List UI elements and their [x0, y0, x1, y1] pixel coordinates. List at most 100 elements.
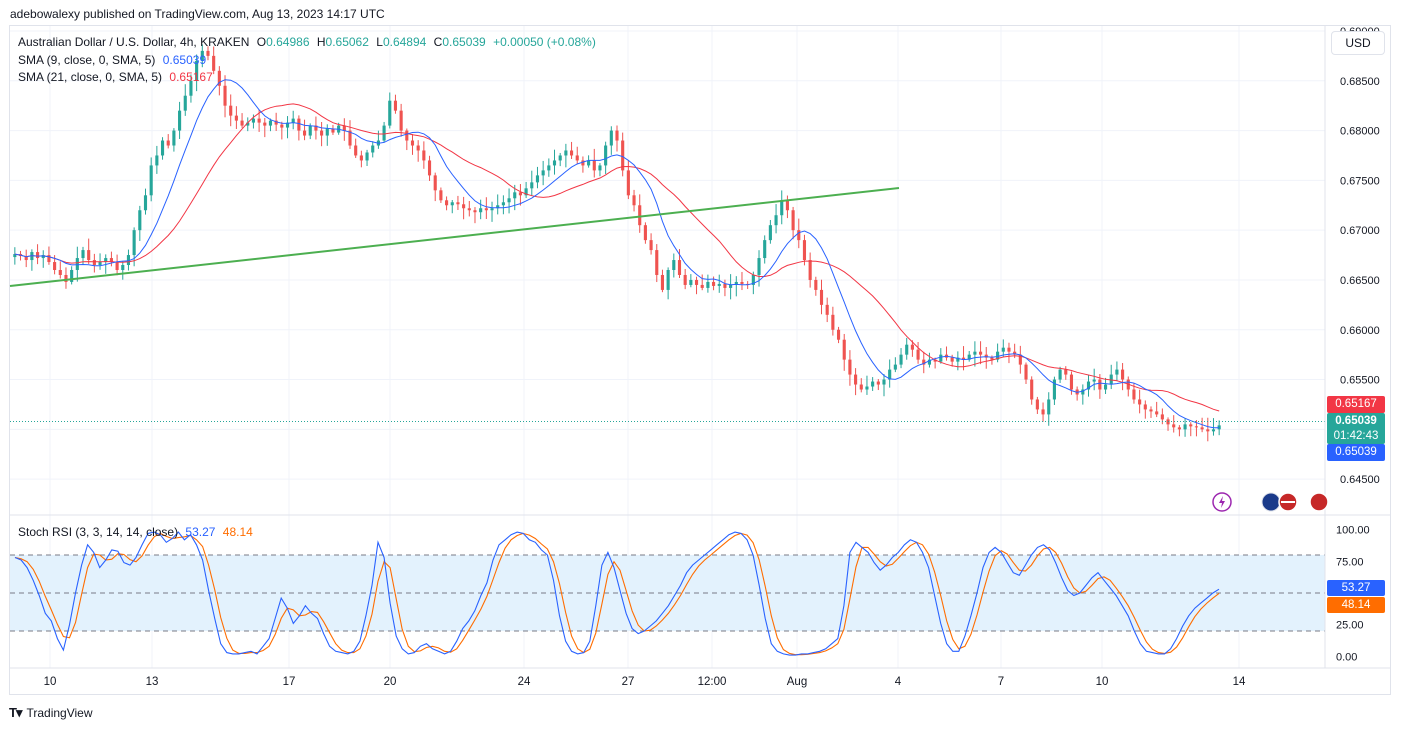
open-label: O	[256, 35, 267, 49]
candle-body	[473, 210, 477, 213]
candle-body	[382, 125, 386, 141]
candle-body	[819, 289, 824, 305]
candle-body	[848, 359, 852, 375]
candle-body	[581, 160, 585, 166]
candle-body	[1069, 374, 1074, 390]
candle-body	[712, 281, 716, 286]
sma21-legend[interactable]: SMA (21, close, 0, SMA, 5) 0.65167	[18, 70, 217, 84]
candle-body	[58, 270, 62, 275]
candle-body	[1052, 379, 1056, 400]
price-legend-row1: Australian Dollar / U.S. Dollar, 4h, KRA…	[18, 35, 600, 49]
trendline[interactable]	[9, 187, 900, 287]
candle-body	[513, 192, 517, 199]
price-tick-label: 0.67500	[1340, 175, 1380, 187]
candle-body	[13, 254, 17, 258]
close-price-value: 0.65039	[1335, 415, 1377, 427]
candle-body	[507, 198, 511, 203]
candle-body	[462, 204, 466, 209]
rsi-tick-label: 25.00	[1336, 620, 1364, 632]
candle-body	[1035, 399, 1039, 410]
candle-body	[621, 140, 625, 171]
candle-body	[1018, 354, 1022, 365]
australia-flag-icon[interactable]	[1261, 492, 1281, 512]
candle-body	[842, 339, 846, 360]
candle-body	[979, 351, 983, 355]
candle-body	[285, 122, 290, 128]
candle-body	[768, 225, 772, 241]
candle-body	[297, 118, 301, 131]
candle-body	[910, 344, 914, 350]
symbol-label[interactable]: Australian Dollar / U.S. Dollar, 4h, KRA…	[18, 35, 250, 49]
currency-button[interactable]: USD	[1331, 31, 1385, 55]
candle-body	[1115, 369, 1119, 375]
us-flag-icon-2[interactable]	[1309, 492, 1329, 512]
candle-body	[547, 165, 551, 171]
candle-body	[961, 357, 966, 360]
sma9-label: SMA (9, close, 0, SMA, 5)	[18, 53, 156, 67]
candlesticks	[13, 44, 1221, 442]
candle-body	[354, 145, 358, 156]
tradingview-logo-icon: T▾	[9, 705, 23, 720]
event-icons[interactable]	[1212, 492, 1329, 512]
time-axis[interactable]: 10 13 17 20 24 27 12:00 Aug 4 7 10 14	[44, 676, 1246, 688]
candle-body	[1200, 427, 1204, 430]
candle-body	[967, 354, 971, 360]
candle-body	[200, 50, 204, 61]
candle-body	[268, 120, 273, 126]
candle-body	[314, 125, 318, 131]
candle-body	[1103, 384, 1108, 390]
stoch-k-tag: 53.27	[1327, 580, 1385, 596]
candle-body	[189, 80, 193, 96]
candle-body	[450, 202, 454, 206]
candle-body	[178, 110, 182, 131]
candle-body	[160, 140, 165, 156]
rsi-tick-label: 0.00	[1336, 651, 1357, 663]
price-axis[interactable]: 0.645000.650000.655000.660000.665000.670…	[1340, 26, 1380, 486]
rsi-tick-label: 75.00	[1336, 556, 1364, 568]
candle-body	[87, 250, 91, 261]
candle-body	[552, 160, 557, 166]
candle-body	[1177, 427, 1181, 430]
candle-body	[342, 125, 346, 131]
candle-body	[1064, 369, 1068, 375]
candle-body	[64, 274, 68, 282]
candle-body	[706, 281, 710, 288]
candle-body	[365, 152, 369, 161]
candle-body	[195, 60, 199, 81]
candle-body	[791, 210, 795, 231]
candle-body	[24, 256, 28, 261]
candle-body	[263, 122, 267, 126]
price-tick-label: 0.67000	[1340, 225, 1380, 237]
candle-body	[121, 265, 125, 270]
footer-brand[interactable]: T▾ TradingView	[9, 705, 93, 721]
candle-body	[484, 208, 488, 211]
candle-body	[666, 270, 670, 290]
stoch-rsi-lines	[14, 531, 1220, 656]
candle-body	[876, 381, 880, 385]
candle-body	[871, 381, 875, 387]
candle-body	[996, 351, 1000, 360]
candle-body	[1206, 429, 1210, 432]
bar-countdown: 01:42:43	[1333, 430, 1379, 442]
candle-body	[564, 150, 568, 156]
candle-body	[836, 329, 841, 340]
stoch-rsi-legend[interactable]: Stoch RSI (3, 3, 14, 14, close) 53.27 48…	[18, 525, 257, 539]
sma9-legend[interactable]: SMA (9, close, 0, SMA, 5) 0.65039	[18, 53, 210, 67]
time-tick-label: 20	[384, 676, 397, 688]
candle-body	[859, 384, 863, 390]
candle-body	[234, 115, 238, 121]
candle-body	[865, 386, 869, 390]
candle-body	[53, 262, 57, 270]
price-tick-label: 0.68000	[1340, 126, 1380, 138]
candle-body	[626, 170, 630, 196]
change-value: +0.00050 (+0.08%)	[493, 35, 596, 49]
candle-body	[774, 215, 778, 226]
sma21-label: SMA (21, close, 0, SMA, 5)	[18, 70, 163, 84]
candle-body	[1132, 389, 1136, 400]
candle-body	[740, 281, 744, 284]
candle-body	[729, 284, 733, 288]
rsi-axis[interactable]: 0.00 25.00 75.00 100.00	[1336, 525, 1370, 664]
candle-body	[251, 118, 255, 123]
time-tick-label: 4	[895, 676, 902, 688]
